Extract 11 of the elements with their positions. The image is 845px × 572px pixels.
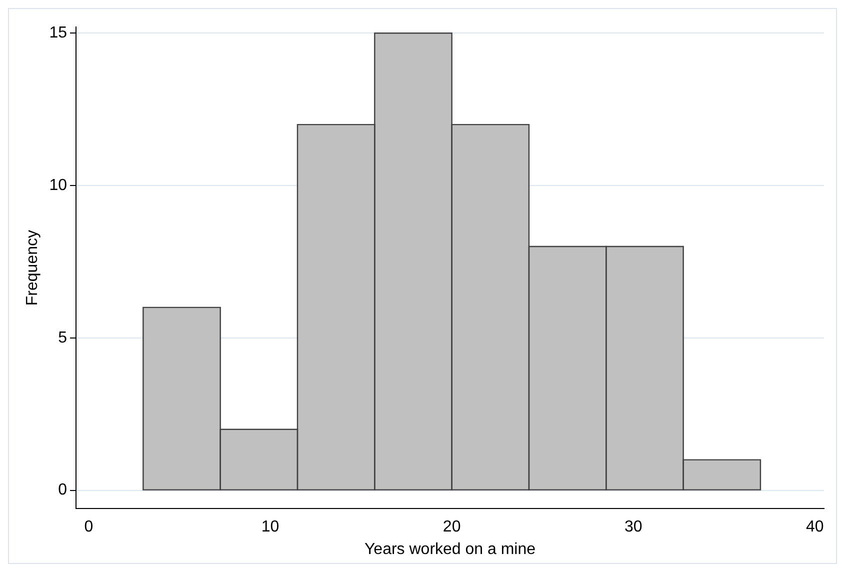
y-axis-title: Frequency — [24, 230, 42, 306]
y-tick-label: 10 — [49, 176, 68, 194]
x-tick-label: 20 — [442, 518, 461, 536]
y-tick-label: 0 — [58, 482, 68, 499]
x-axis-title: Years worked on a mine — [364, 540, 536, 558]
y-tick-label: 15 — [49, 24, 68, 42]
x-tick-label: 40 — [806, 518, 824, 536]
y-tick-label: 5 — [58, 329, 68, 346]
x-tick-label: 30 — [624, 518, 642, 536]
x-tick-label: 10 — [261, 518, 280, 536]
x-tick-label: 0 — [84, 518, 94, 536]
